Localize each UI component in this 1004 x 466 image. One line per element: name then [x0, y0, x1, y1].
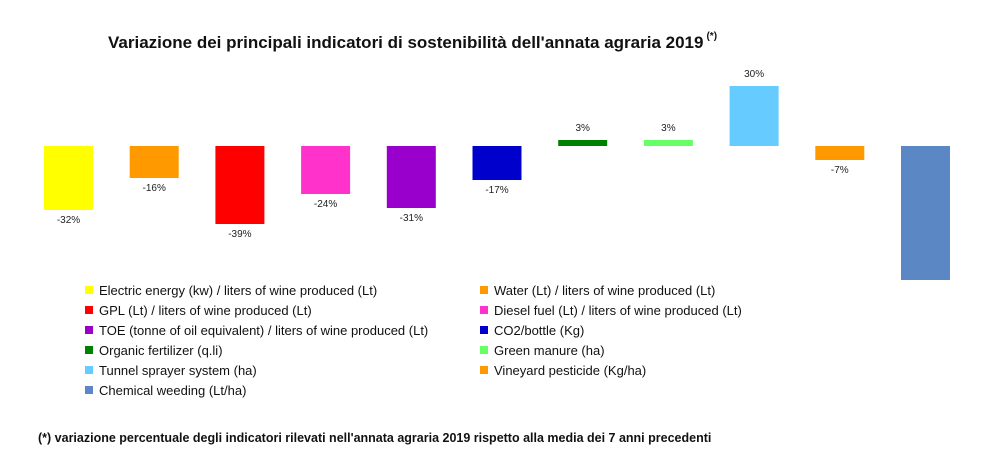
- chart-title-note: (*): [706, 31, 718, 43]
- legend-item-9: Vineyard pesticide (Kg/ha): [480, 361, 845, 379]
- bar-1: [129, 146, 179, 178]
- legend-swatch-9: [480, 366, 488, 374]
- value-label-7: 3%: [661, 123, 676, 134]
- legend-label-1: Water (Lt) / liters of wine produced (Lt…: [494, 282, 716, 298]
- value-label-8: 30%: [744, 69, 764, 80]
- value-label-5: -17%: [485, 185, 508, 196]
- bar-10: [901, 146, 950, 280]
- legend-swatch-8: [85, 366, 93, 374]
- legend-label-10: Chemical weeding (Lt/ha): [99, 382, 247, 398]
- chart-title-text: Variazione dei principali indicatori di …: [108, 33, 704, 52]
- bar-4: [386, 146, 436, 208]
- legend-item-8: Tunnel sprayer system (ha): [85, 361, 480, 379]
- legend-swatch-5: [480, 326, 488, 334]
- legend-label-5: CO2/bottle (Kg): [494, 322, 585, 338]
- value-label-1: -16%: [143, 183, 166, 194]
- bar-chart: -32%-16%-39%-24%-31%-17%3%3%30%-7%-80%: [44, 69, 950, 280]
- legend-swatch-6: [85, 346, 93, 354]
- legend-item-5: CO2/bottle (Kg): [480, 321, 845, 339]
- legend-item-3: Diesel fuel (Lt) / liters of wine produc…: [480, 301, 845, 319]
- bar-8: [729, 86, 779, 146]
- legend-label-3: Diesel fuel (Lt) / liters of wine produc…: [494, 302, 742, 318]
- legend-swatch-2: [85, 306, 93, 314]
- value-label-4: -31%: [400, 213, 423, 224]
- value-label-0: -32%: [57, 215, 80, 226]
- chart-legend: Electric energy (kw) / liters of wine pr…: [85, 281, 845, 399]
- legend-item-1: Water (Lt) / liters of wine produced (Lt…: [480, 281, 845, 299]
- legend-label-6: Organic fertilizer (q.li): [99, 342, 223, 358]
- legend-item-6: Organic fertilizer (q.li): [85, 341, 480, 359]
- legend-swatch-10: [85, 386, 93, 394]
- legend-swatch-7: [480, 346, 488, 354]
- value-label-6: 3%: [575, 123, 590, 134]
- value-label-2: -39%: [228, 229, 251, 240]
- legend-swatch-0: [85, 286, 93, 294]
- legend-label-4: TOE (tonne of oil equivalent) / liters o…: [99, 322, 429, 338]
- value-label-3: -24%: [314, 199, 337, 210]
- bar-5: [472, 146, 522, 180]
- legend-swatch-4: [85, 326, 93, 334]
- legend-label-2: GPL (Lt) / liters of wine produced (Lt): [99, 302, 312, 318]
- bar-7: [643, 140, 693, 146]
- legend-label-8: Tunnel sprayer system (ha): [99, 362, 257, 378]
- bar-3: [301, 146, 351, 194]
- legend-item-7: Green manure (ha): [480, 341, 845, 359]
- legend-item-10: Chemical weeding (Lt/ha): [85, 381, 480, 399]
- footnote: (*) variazione percentuale degli indicat…: [38, 431, 712, 445]
- legend-item-4: TOE (tonne of oil equivalent) / liters o…: [85, 321, 480, 339]
- bar-2: [215, 146, 265, 224]
- legend-label-9: Vineyard pesticide (Kg/ha): [494, 362, 647, 378]
- legend-label-7: Green manure (ha): [494, 342, 605, 358]
- legend-swatch-3: [480, 306, 488, 314]
- legend-label-0: Electric energy (kw) / liters of wine pr…: [99, 282, 378, 298]
- legend-swatch-1: [480, 286, 488, 294]
- chart-title: Variazione dei principali indicatori di …: [108, 31, 718, 53]
- value-label-9: -7%: [831, 165, 849, 176]
- bar-9: [815, 146, 865, 160]
- legend-item-2: GPL (Lt) / liters of wine produced (Lt): [85, 301, 480, 319]
- legend-item-0: Electric energy (kw) / liters of wine pr…: [85, 281, 480, 299]
- bar-6: [558, 140, 608, 146]
- bar-0: [44, 146, 93, 210]
